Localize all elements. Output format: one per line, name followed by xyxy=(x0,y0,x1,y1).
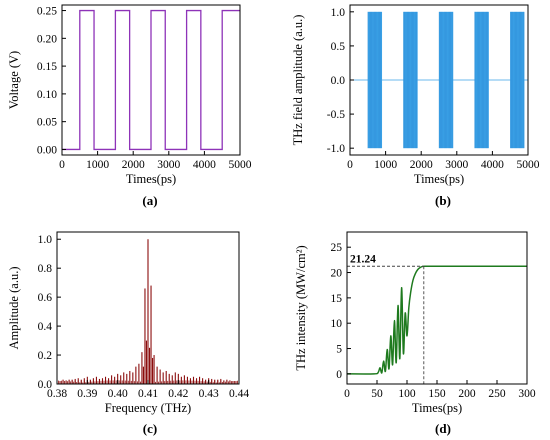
panel-caption: (b) xyxy=(435,193,451,208)
x-tick-label: 0.40 xyxy=(108,388,128,400)
x-axis-label: Times(ps) xyxy=(126,172,176,186)
y-axis-label: Voltage (V) xyxy=(7,51,21,109)
x-axis-label: Frequency (THz) xyxy=(105,401,191,415)
y-tick-label: 0.20 xyxy=(37,33,57,45)
oscillation-burst xyxy=(510,11,525,149)
plot-frame xyxy=(56,231,240,385)
y-tick-label: 0.6 xyxy=(38,292,53,304)
x-tick-label: 50 xyxy=(371,388,383,400)
y-tick-label: -1.0 xyxy=(327,143,345,155)
intensity-line xyxy=(346,265,527,375)
y-tick-label: 0.0 xyxy=(38,379,53,391)
y-tick-label: 1.0 xyxy=(331,7,346,19)
x-tick-label: 3000 xyxy=(157,159,180,171)
burst-fill xyxy=(403,11,418,149)
y-tick-label: 0 xyxy=(336,369,342,381)
y-axis-label: THz field amplitude (a.u.) xyxy=(291,15,305,146)
annotation-label: 21.24 xyxy=(350,253,376,265)
plot-frame xyxy=(61,4,241,156)
oscillation-burst xyxy=(474,11,489,149)
x-tick-label: 100 xyxy=(398,388,416,400)
y-tick-label: 0.05 xyxy=(37,117,57,129)
y-tick-label: 0.2 xyxy=(38,350,53,362)
x-tick-label: 150 xyxy=(428,388,446,400)
y-tick-label: 25 xyxy=(331,242,343,254)
burst-fill xyxy=(474,11,489,149)
y-tick-label: 1.0 xyxy=(38,234,53,246)
burst-fill xyxy=(367,11,383,149)
plot-area xyxy=(62,9,240,151)
burst-fill xyxy=(439,11,454,149)
plot-frame xyxy=(349,4,529,156)
panel-d: 21.24 0 50 100 150 200 250 300 0 5 10 15 20 25 Times(p… xyxy=(294,231,536,436)
y-tick-label: 0.5 xyxy=(331,41,346,53)
x-tick-label: 5000 xyxy=(517,159,540,171)
x-tick-label: 0.44 xyxy=(229,388,249,400)
x-tick-label: 0 xyxy=(347,159,353,171)
panel-c: 0.38 0.39 0.40 0.41 0.42 0.43 0.44 0.0 0.2 0.4 0.6… xyxy=(7,231,249,436)
plot-area xyxy=(350,11,528,149)
x-tick-label: 4000 xyxy=(481,159,504,171)
x-tick-label: 0 xyxy=(344,388,350,400)
panel-caption: (a) xyxy=(142,193,157,208)
x-tick-label: 0.39 xyxy=(77,388,97,400)
x-tick-label: 250 xyxy=(488,388,506,400)
x-axis-label: Times(ps) xyxy=(414,172,464,186)
y-tick-label: 0.4 xyxy=(38,321,53,333)
y-axis-label: Amplitude (a.u.) xyxy=(7,267,21,350)
plot-area xyxy=(58,239,238,384)
oscillation-burst xyxy=(367,11,383,149)
x-tick-label: 300 xyxy=(518,388,536,400)
y-tick-label: 0.25 xyxy=(37,6,57,18)
panel-a: 0 1000 2000 3000 4000 5000 0.00 0.05 0.10 0.15 0.2… xyxy=(7,4,252,208)
y-tick-label: 20 xyxy=(331,268,343,280)
plot-area: 21.24 xyxy=(346,253,527,384)
oscillation-burst xyxy=(438,11,454,149)
x-tick-label: 0 xyxy=(59,159,65,171)
y-tick-label: -0.5 xyxy=(327,109,345,121)
x-tick-label: 200 xyxy=(458,388,476,400)
oscillation-burst xyxy=(403,11,418,149)
x-tick-label: 2000 xyxy=(122,159,145,171)
x-tick-label: 1000 xyxy=(374,159,397,171)
panel-caption: (c) xyxy=(143,421,157,436)
y-tick-label: 15 xyxy=(331,293,343,305)
x-tick-label: 0.42 xyxy=(168,388,188,400)
panel-b: 0 1000 2000 3000 4000 5000 -1.0 -0.5 0.0 0.5 1.0 Ti… xyxy=(291,4,540,208)
burst-fill xyxy=(510,11,525,149)
y-tick-label: 0.8 xyxy=(38,263,53,275)
x-tick-label: 0.43 xyxy=(199,388,219,400)
x-tick-label: 5000 xyxy=(229,159,252,171)
x-tick-label: 3000 xyxy=(445,159,468,171)
y-axis-label: THz intensity (MW/cm²) xyxy=(294,245,308,370)
x-tick-label: 0.38 xyxy=(47,388,67,400)
x-tick-label: 0.41 xyxy=(138,388,158,400)
panel-caption: (d) xyxy=(435,421,451,436)
x-axis-label: Times(ps) xyxy=(412,401,462,415)
x-tick-label: 2000 xyxy=(410,159,433,171)
x-tick-label: 4000 xyxy=(193,159,216,171)
y-tick-label: 0.0 xyxy=(331,75,346,87)
plot-frame xyxy=(346,231,528,385)
y-tick-label: 5 xyxy=(336,344,342,356)
y-tick-label: 0.15 xyxy=(37,61,57,73)
y-tick-label: 10 xyxy=(331,318,343,330)
y-tick-label: 0.10 xyxy=(37,89,57,101)
voltage-line xyxy=(62,9,240,151)
x-tick-label: 1000 xyxy=(86,159,109,171)
y-tick-label: 0.00 xyxy=(37,144,57,156)
